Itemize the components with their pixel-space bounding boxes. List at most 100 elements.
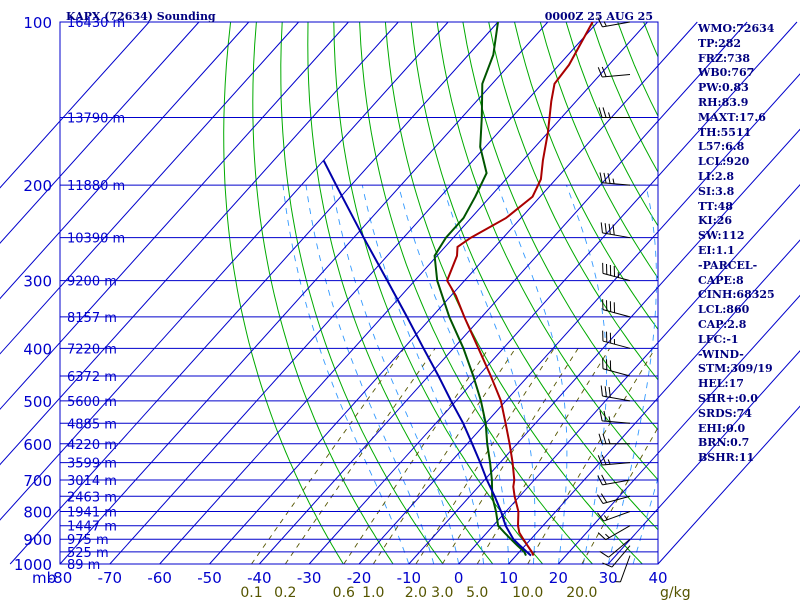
height-label: 3599 m — [67, 457, 117, 472]
stat-line: BSHR:11 — [698, 451, 755, 465]
barb-half-flag — [607, 459, 611, 465]
height-label: 2463 m — [67, 490, 117, 505]
barb-staff — [602, 340, 631, 349]
barb-flag — [597, 494, 604, 504]
stat-line: SRDS:74 — [698, 406, 752, 420]
pressure-tick-label: 300 — [23, 273, 52, 291]
barb-flag — [604, 386, 607, 397]
isotherm — [0, 21, 200, 244]
isotherm — [0, 21, 150, 189]
pressure-tick-label: 400 — [23, 340, 52, 358]
stat-line: CAPE:8 — [698, 273, 744, 287]
temperature-tick-label: -50 — [197, 569, 222, 587]
dry-adiabat — [252, 22, 394, 564]
stats-panel: WMO:72634 TP:282 FRZ:738 WB0:767 PW:0.83 RH:8… — [698, 22, 798, 466]
mixing-ratio-label: 3.0 — [431, 585, 453, 600]
barb-staff — [602, 232, 631, 239]
mixing-ratio-line — [415, 348, 555, 564]
wind-barb — [597, 493, 631, 505]
wind-barb — [597, 525, 631, 541]
height-label: 13790 m — [67, 111, 125, 126]
data-traces — [322, 22, 594, 557]
barb-flag — [602, 562, 613, 568]
height-label: 16430 m — [67, 16, 125, 31]
mixing-ratio-label: 2.0 — [405, 585, 427, 600]
height-label: 8157 m — [67, 311, 117, 326]
plot-frame — [59, 21, 659, 565]
wind-barb — [615, 555, 631, 583]
pressure-tick-label: 600 — [23, 436, 52, 454]
barb-flag — [598, 433, 603, 444]
height-label: 975 m — [67, 533, 109, 548]
frame-grid — [0, 21, 800, 565]
isotherm — [0, 21, 449, 521]
isotherm — [159, 21, 648, 565]
mixing-ratio-label: 1.0 — [362, 585, 384, 600]
wind-barb — [598, 107, 630, 118]
stat-line: CAP:2.8 — [698, 317, 747, 331]
barb-flag — [597, 17, 603, 28]
stat-line: -PARCEL- — [698, 258, 758, 272]
stat-line: SW:112 — [698, 229, 745, 243]
barb-flag — [601, 474, 607, 485]
wind-barb — [598, 433, 630, 445]
wind-barb — [597, 17, 631, 28]
mixing-ratio-label: 20.0 — [566, 585, 597, 600]
mixing-ratio-label: 10.0 — [512, 585, 543, 600]
barb-flag — [607, 173, 611, 184]
temperature-tick-label: -60 — [147, 569, 172, 587]
isotherm — [59, 21, 549, 565]
height-label: 1941 m — [67, 505, 117, 520]
barb-half-flag — [608, 416, 611, 422]
barb-staff — [602, 420, 631, 424]
stat-line: WMO:72634 — [698, 22, 775, 35]
stat-line: -WIND- — [698, 347, 744, 361]
mixing-ratio-label: 0.1 — [240, 585, 262, 600]
barb-flag — [597, 532, 607, 541]
pressure-tick-label: 100 — [23, 14, 52, 32]
stat-line: CINH:68325 — [698, 288, 775, 302]
parcel-trace — [322, 159, 532, 557]
stat-line: LCL:920 — [698, 155, 750, 169]
wind-barb — [600, 385, 631, 402]
barb-half-flag — [608, 438, 611, 444]
height-label: 5600 m — [67, 395, 117, 410]
barb-staff — [602, 368, 631, 377]
barb-flag — [603, 410, 607, 422]
mixing-ratio-line — [527, 348, 656, 564]
wind-barb — [597, 66, 631, 78]
barb-flag — [603, 172, 607, 184]
wind-barb — [597, 474, 631, 486]
isotherm — [607, 350, 800, 565]
stat-line: L57:6.8 — [698, 140, 745, 154]
height-label: 6372 m — [67, 370, 117, 385]
temperature-tick-label: -40 — [247, 569, 272, 587]
temperature-trace — [445, 22, 594, 557]
pressure-tick-label: 200 — [23, 177, 52, 195]
barb-staff — [619, 555, 631, 583]
wind-barb — [600, 222, 631, 239]
stat-line: EI:1.1 — [698, 243, 735, 257]
pressure-tick-label: 500 — [23, 393, 52, 411]
isotherm — [557, 294, 800, 565]
barb-flag — [597, 512, 605, 522]
barb-flag — [599, 410, 603, 421]
station-title: KAPX (72634) Sounding — [66, 10, 216, 23]
stat-line: BRN:0.7 — [698, 436, 750, 450]
moist-adiabat — [305, 185, 435, 564]
stat-line: SI:3.8 — [698, 184, 735, 198]
isotherm — [408, 128, 800, 565]
moist-adiabat — [282, 185, 410, 564]
height-label: 3014 m — [67, 474, 117, 489]
isotherm — [657, 405, 800, 565]
barb-staff — [602, 395, 631, 402]
barb-flag — [599, 551, 609, 558]
barb-staff — [608, 538, 631, 558]
stat-line: EHI:0.0 — [698, 421, 746, 435]
isotherm — [508, 239, 800, 565]
isotherm — [0, 21, 399, 466]
dry-adiabat — [280, 22, 444, 564]
stat-line: LCL:860 — [698, 303, 750, 317]
